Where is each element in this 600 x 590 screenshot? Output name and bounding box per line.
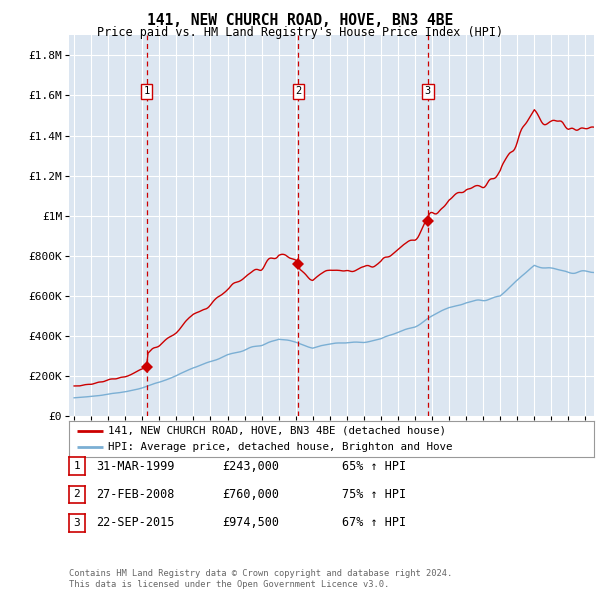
Text: 67% ↑ HPI: 67% ↑ HPI <box>342 516 406 529</box>
Text: 75% ↑ HPI: 75% ↑ HPI <box>342 488 406 501</box>
Text: 65% ↑ HPI: 65% ↑ HPI <box>342 460 406 473</box>
Text: HPI: Average price, detached house, Brighton and Hove: HPI: Average price, detached house, Brig… <box>109 442 453 453</box>
Text: 3: 3 <box>425 87 431 97</box>
Text: £760,000: £760,000 <box>222 488 279 501</box>
Text: 141, NEW CHURCH ROAD, HOVE, BN3 4BE (detached house): 141, NEW CHURCH ROAD, HOVE, BN3 4BE (det… <box>109 425 446 435</box>
Text: 1: 1 <box>73 461 80 471</box>
Text: 1: 1 <box>143 87 149 97</box>
Text: 31-MAR-1999: 31-MAR-1999 <box>96 460 175 473</box>
Text: 3: 3 <box>73 518 80 527</box>
Text: Price paid vs. HM Land Registry's House Price Index (HPI): Price paid vs. HM Land Registry's House … <box>97 26 503 39</box>
Text: 22-SEP-2015: 22-SEP-2015 <box>96 516 175 529</box>
Text: 27-FEB-2008: 27-FEB-2008 <box>96 488 175 501</box>
Text: 141, NEW CHURCH ROAD, HOVE, BN3 4BE: 141, NEW CHURCH ROAD, HOVE, BN3 4BE <box>147 13 453 28</box>
Text: 2: 2 <box>73 490 80 499</box>
Text: £243,000: £243,000 <box>222 460 279 473</box>
Text: 2: 2 <box>295 87 301 97</box>
Text: Contains HM Land Registry data © Crown copyright and database right 2024.
This d: Contains HM Land Registry data © Crown c… <box>69 569 452 589</box>
Text: £974,500: £974,500 <box>222 516 279 529</box>
